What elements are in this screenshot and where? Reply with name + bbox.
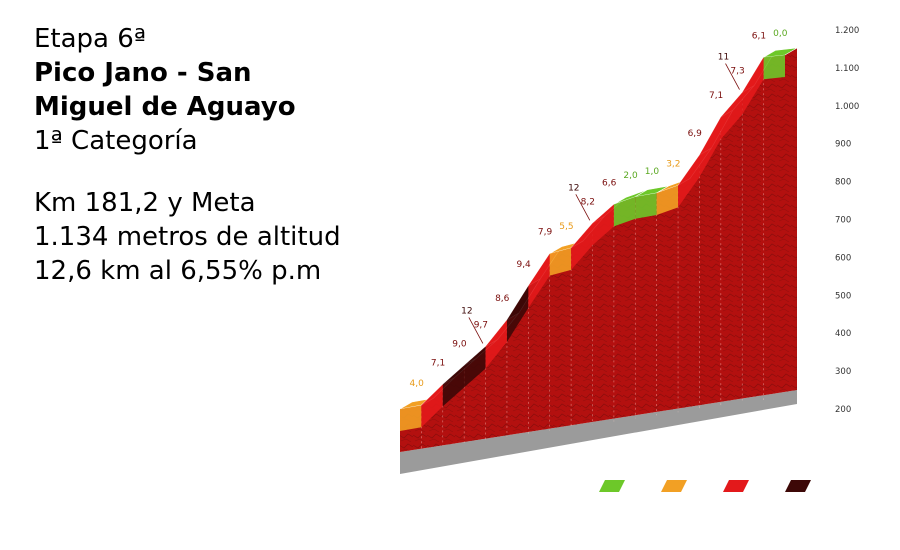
gradient-label: 3,2 — [666, 159, 680, 169]
segment-band-2 — [421, 384, 443, 428]
gradient-label: 9,0 — [452, 339, 467, 349]
segment-band-14 — [678, 155, 700, 208]
gradient-label: 5,5 — [559, 222, 573, 232]
segment-band-12 — [635, 192, 657, 219]
legend-swatch-darkred — [785, 480, 811, 492]
climb-title-line2: Miguel de Aguayo — [34, 92, 296, 122]
gradient-label: 0,0 — [773, 29, 788, 39]
segment-band-7 — [528, 253, 550, 308]
y-tick-label: 700 — [835, 216, 851, 226]
climb-altitude: 1.134 metros de altitud — [34, 222, 341, 252]
gradient-label: 7,3 — [730, 67, 744, 77]
legend-swatch-red — [723, 480, 749, 492]
y-tick-label: 300 — [835, 367, 851, 377]
segment-band-16 — [720, 92, 743, 140]
max-gradient-label: 11 — [718, 53, 729, 63]
max-gradient-pointer — [575, 194, 591, 221]
segment-band-15 — [699, 117, 721, 178]
y-tick-label: 800 — [835, 178, 851, 188]
segment-18 — [763, 47, 798, 58]
y-tick-label: 1.200 — [835, 26, 859, 36]
gradient-label: 6,6 — [602, 178, 617, 188]
climb-km: Km 181,2 y Meta — [34, 188, 256, 218]
gradient-label: 9,7 — [474, 320, 488, 330]
climb-category: 1ª Categoría — [34, 126, 198, 156]
segment-band-3 — [442, 365, 465, 407]
gradient-label: 6,9 — [688, 129, 703, 139]
segment-band-17 — [742, 57, 764, 115]
y-tick-label: 900 — [835, 140, 851, 150]
segment-band-8 — [549, 247, 572, 276]
y-tick-label: 1.000 — [835, 102, 859, 112]
max-gradient-pointer — [468, 317, 484, 344]
segment-band-5 — [485, 319, 507, 369]
gradient-label: 6,1 — [752, 31, 766, 41]
gradient-label: 9,4 — [516, 260, 531, 270]
gradient-label: 7,1 — [709, 91, 723, 101]
segment-band-9 — [571, 223, 593, 270]
y-tick-label: 1.100 — [835, 64, 859, 74]
max-gradient-pointer — [725, 63, 740, 90]
max-gradient-label: 12 — [461, 306, 472, 316]
segment-band-18 — [763, 55, 785, 80]
y-tick-label: 500 — [835, 291, 851, 301]
segment-band-6 — [506, 285, 529, 342]
legend-swatch-orange — [661, 480, 687, 492]
segment-band-11 — [613, 196, 636, 227]
y-tick-label: 200 — [835, 405, 851, 415]
y-tick-label: 400 — [835, 329, 851, 339]
stage-label: Etapa 6ª — [34, 24, 147, 54]
profile-base — [400, 390, 797, 474]
segment-band-1 — [400, 405, 422, 431]
climb-title-line1: Pico Jano - San — [34, 58, 252, 88]
max-gradient-label: 12 — [568, 183, 579, 193]
climb-length: 12,6 km al 6,55% p.m — [34, 256, 322, 286]
gradient-label: 8,6 — [495, 294, 510, 304]
gradient-label: 8,2 — [581, 197, 595, 207]
segment-band-4 — [464, 346, 486, 388]
segment-band-10 — [592, 204, 614, 246]
gradient-label: 4,0 — [410, 379, 425, 389]
segment-band-13 — [656, 185, 679, 215]
legend-swatch-green — [599, 480, 625, 492]
gradient-label: 7,1 — [431, 358, 445, 368]
climb-info: Etapa 6ª Pico Jano - San Miguel de Aguay… — [34, 22, 374, 288]
gradient-label: 2,0 — [623, 171, 638, 181]
gradient-label: 7,9 — [538, 228, 553, 238]
gradient-label: 1,0 — [645, 167, 660, 177]
y-tick-label: 600 — [835, 253, 851, 263]
